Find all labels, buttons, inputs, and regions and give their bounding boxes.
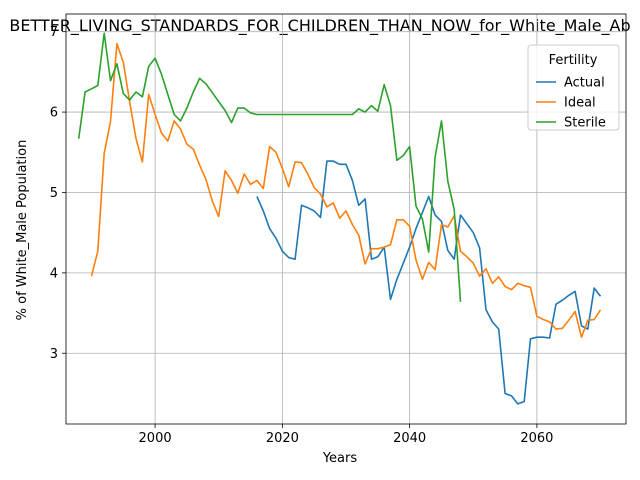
grid [66,14,626,424]
x-tick-label: 2020 [266,431,299,446]
x-axis-label: Years [322,451,358,466]
y-tick-label: 5 [50,186,58,201]
y-tick-label: 6 [50,106,58,121]
y-tick-label: 7 [50,25,58,40]
series-line-ideal [90,42,602,339]
legend: Fertility Actual Ideal Sterile [527,44,620,131]
legend-label-sterile: Sterile [564,116,606,131]
y-tick-label: 4 [50,266,58,281]
x-tick-label: 2060 [520,431,553,446]
x-axis: 2000 2020 2040 2060 [139,424,553,446]
chart-title: BETTER_LIVING_STANDARDS_FOR_CHILDREN_THA… [9,16,630,36]
legend-title: Fertility [549,53,598,68]
legend-label-actual: Actual [564,76,605,91]
y-axis-label: % of White_Male Population [15,140,30,321]
x-tick-label: 2000 [139,431,172,446]
series-lines [77,32,602,405]
legend-box [527,44,620,131]
plot-frame [65,13,627,425]
legend-label-ideal: Ideal [564,96,596,111]
series-line-sterile [77,32,462,302]
y-axis: 3 4 5 6 7 [50,25,66,362]
x-tick-label: 2040 [393,431,426,446]
y-tick-label: 3 [50,347,58,362]
series-line-actual [256,160,602,405]
